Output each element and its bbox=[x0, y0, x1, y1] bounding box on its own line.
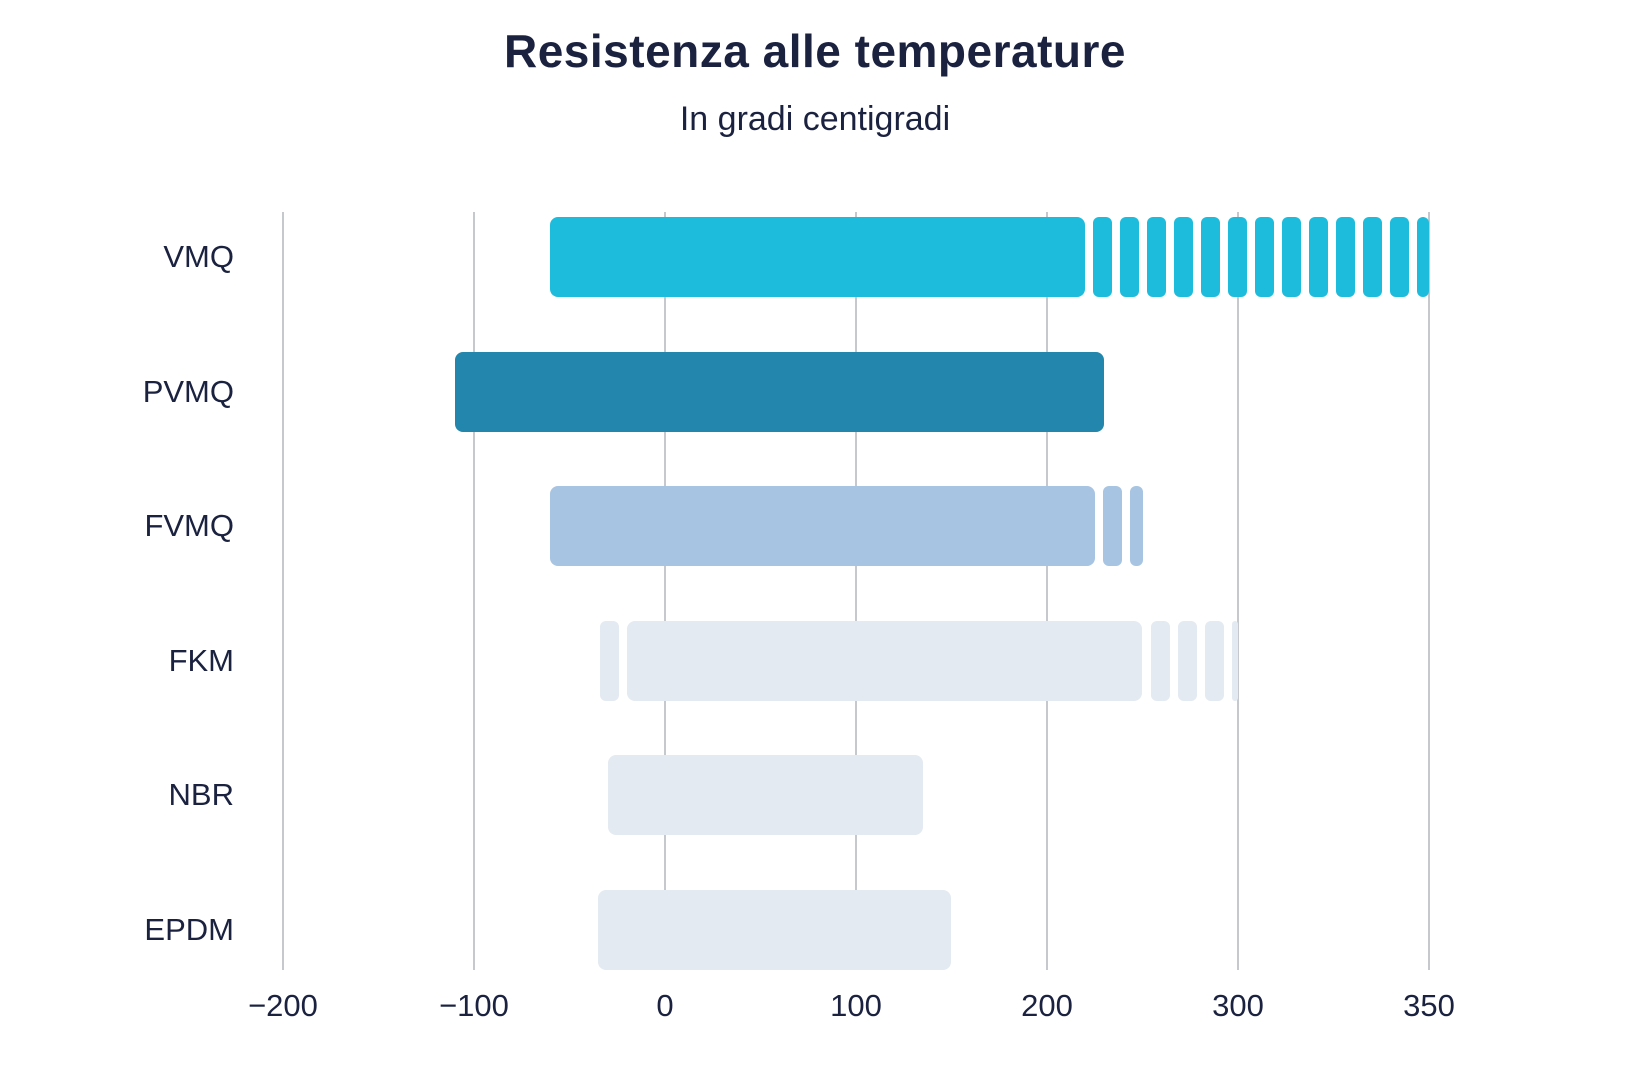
dash-segment bbox=[1102, 486, 1122, 566]
bar-vmq-dashed-high bbox=[1085, 217, 1429, 297]
dash-segment bbox=[1417, 217, 1429, 297]
bar-fkm-dashed-high bbox=[1143, 620, 1238, 701]
gridline-350 bbox=[1428, 212, 1430, 970]
dash-segment bbox=[599, 620, 619, 701]
bar-fvmq-solid bbox=[550, 486, 1095, 566]
dash-segment bbox=[1177, 620, 1197, 701]
category-label-fvmq: FVMQ bbox=[144, 508, 234, 543]
x-tick-label--100: −100 bbox=[439, 988, 509, 1023]
bar-epdm-solid bbox=[598, 889, 952, 970]
gridline--100 bbox=[473, 212, 475, 970]
x-tick-label-350: 350 bbox=[1403, 988, 1455, 1023]
bar-fkm-dashed-low bbox=[598, 620, 627, 701]
bar-fvmq-dashed-high bbox=[1095, 486, 1143, 566]
gridline-100 bbox=[855, 212, 857, 970]
chart-subtitle: In gradi centigradi bbox=[679, 100, 951, 138]
x-tick-label-300: 300 bbox=[1212, 988, 1264, 1023]
dash-segment bbox=[1204, 620, 1224, 701]
category-label-column: VMQ PVMQ FVMQ FKM NBR EPDM bbox=[40, 212, 258, 970]
plot-area bbox=[282, 212, 1430, 970]
dash-segment bbox=[1282, 217, 1302, 297]
bar-vmq-solid bbox=[550, 217, 1086, 297]
dash-segment bbox=[1363, 217, 1383, 297]
dash-segment bbox=[1129, 486, 1143, 566]
x-tick-label-200: 200 bbox=[1021, 988, 1073, 1023]
x-tick-label-100: 100 bbox=[830, 988, 882, 1023]
dash-segment bbox=[1201, 217, 1221, 297]
gridline--200 bbox=[282, 212, 284, 970]
gridline-300 bbox=[1237, 212, 1239, 970]
x-axis: −200 −100 0 100 200 300 350 bbox=[248, 988, 1455, 1034]
dash-segment bbox=[1093, 217, 1113, 297]
bar-nbr-solid bbox=[607, 755, 923, 835]
chart-title: Resistenza alle temperature bbox=[504, 25, 1126, 77]
dash-segment bbox=[1231, 620, 1238, 701]
dash-segment bbox=[1150, 620, 1170, 701]
category-label-vmq: VMQ bbox=[163, 239, 234, 274]
gridline-0 bbox=[664, 212, 666, 970]
category-label-fkm: FKM bbox=[168, 642, 234, 678]
gridline-200 bbox=[1046, 212, 1048, 970]
category-label-pvmq: PVMQ bbox=[142, 373, 234, 409]
dash-segment bbox=[1228, 217, 1248, 297]
bar-pvmq-solid bbox=[454, 351, 1105, 432]
dash-segment bbox=[1147, 217, 1167, 297]
x-tick-label-0: 0 bbox=[656, 988, 674, 1023]
dash-segment bbox=[1336, 217, 1356, 297]
category-label-epdm: EPDM bbox=[144, 911, 234, 947]
x-tick-label--200: −200 bbox=[248, 988, 318, 1023]
dash-segment bbox=[1309, 217, 1329, 297]
category-label-nbr: NBR bbox=[168, 777, 234, 812]
dash-segment bbox=[1174, 217, 1194, 297]
dash-segment bbox=[1120, 217, 1140, 297]
dash-segment bbox=[1255, 217, 1275, 297]
bar-fkm-solid bbox=[626, 620, 1143, 701]
dash-segment bbox=[1390, 217, 1410, 297]
